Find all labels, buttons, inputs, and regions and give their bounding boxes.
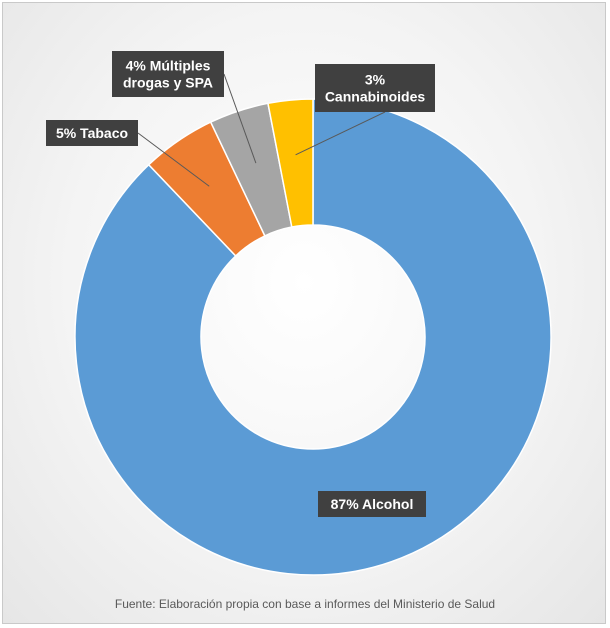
data-label: 5% Tabaco (46, 120, 138, 146)
data-label-box (315, 64, 435, 112)
slice-alcohol (74, 98, 552, 576)
data-label: 87% Alcohol (318, 491, 426, 517)
leader-line (137, 132, 210, 187)
leader-line (223, 73, 257, 164)
data-label-text: 3% (365, 72, 386, 88)
data-label-text: 5% Tabaco (56, 125, 128, 141)
data-label-box (112, 51, 224, 97)
data-label-text: drogas y SPA (123, 75, 213, 91)
data-label-box (46, 120, 138, 146)
data-label-text: Cannabinoides (325, 89, 426, 105)
data-label-box (318, 491, 426, 517)
data-label: 3%Cannabinoides (315, 64, 435, 112)
source-note: Fuente: Elaboración propia con base a in… (114, 597, 496, 611)
slice-cannabinoides (267, 98, 314, 228)
data-label-text: 87% Alcohol (331, 496, 414, 512)
leader-line (295, 111, 386, 156)
data-label-text: 4% Múltiples (126, 58, 211, 74)
